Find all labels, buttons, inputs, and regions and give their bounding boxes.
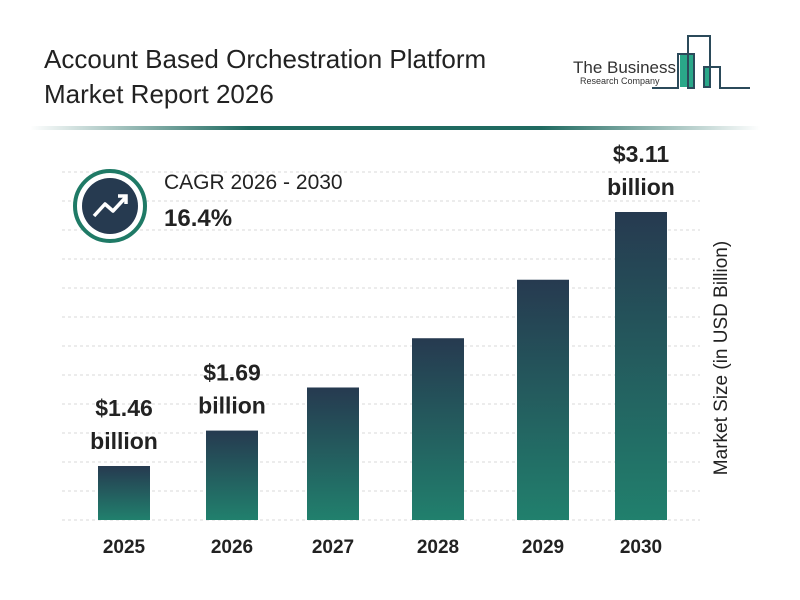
company-logo: The Business Research Company: [560, 30, 760, 100]
trending-up-icon: [72, 168, 148, 244]
bar-2025: [98, 466, 150, 520]
data-label-unit: billion: [198, 393, 266, 419]
x-tick-label: 2030: [620, 537, 662, 558]
title-line-2: Market Report 2026: [44, 79, 274, 109]
x-tick-label: 2025: [103, 537, 146, 558]
cagr-value: 16.4%: [164, 205, 233, 232]
data-label-unit: billion: [607, 174, 675, 200]
page-title: Account Based Orchestration Platform Mar…: [44, 42, 486, 112]
data-label-value: $1.69: [203, 360, 261, 386]
bar-2027: [307, 387, 359, 520]
logo-text-2: Research Company: [580, 76, 660, 86]
x-tick-label: 2029: [522, 537, 564, 558]
x-tick-label: 2027: [312, 537, 354, 558]
bar-2030: [615, 212, 667, 520]
y-axis-label: Market Size (in USD Billion): [711, 240, 732, 476]
x-tick-label: 2028: [417, 537, 459, 558]
logo-buildings-icon: [652, 35, 750, 89]
data-label-value: $3.11: [613, 141, 669, 167]
data-label-value: $1.46: [95, 395, 153, 421]
title-line-1: Account Based Orchestration Platform: [44, 44, 487, 74]
bar-2028: [412, 338, 464, 520]
data-label-unit: billion: [90, 428, 158, 454]
bar-2026: [206, 430, 258, 520]
header-divider: [30, 126, 760, 130]
x-tick-label: 2026: [211, 537, 253, 558]
logo-text-1: The Business: [573, 58, 676, 77]
cagr-label: CAGR 2026 - 2030: [164, 171, 343, 194]
bar-2029: [517, 279, 569, 520]
